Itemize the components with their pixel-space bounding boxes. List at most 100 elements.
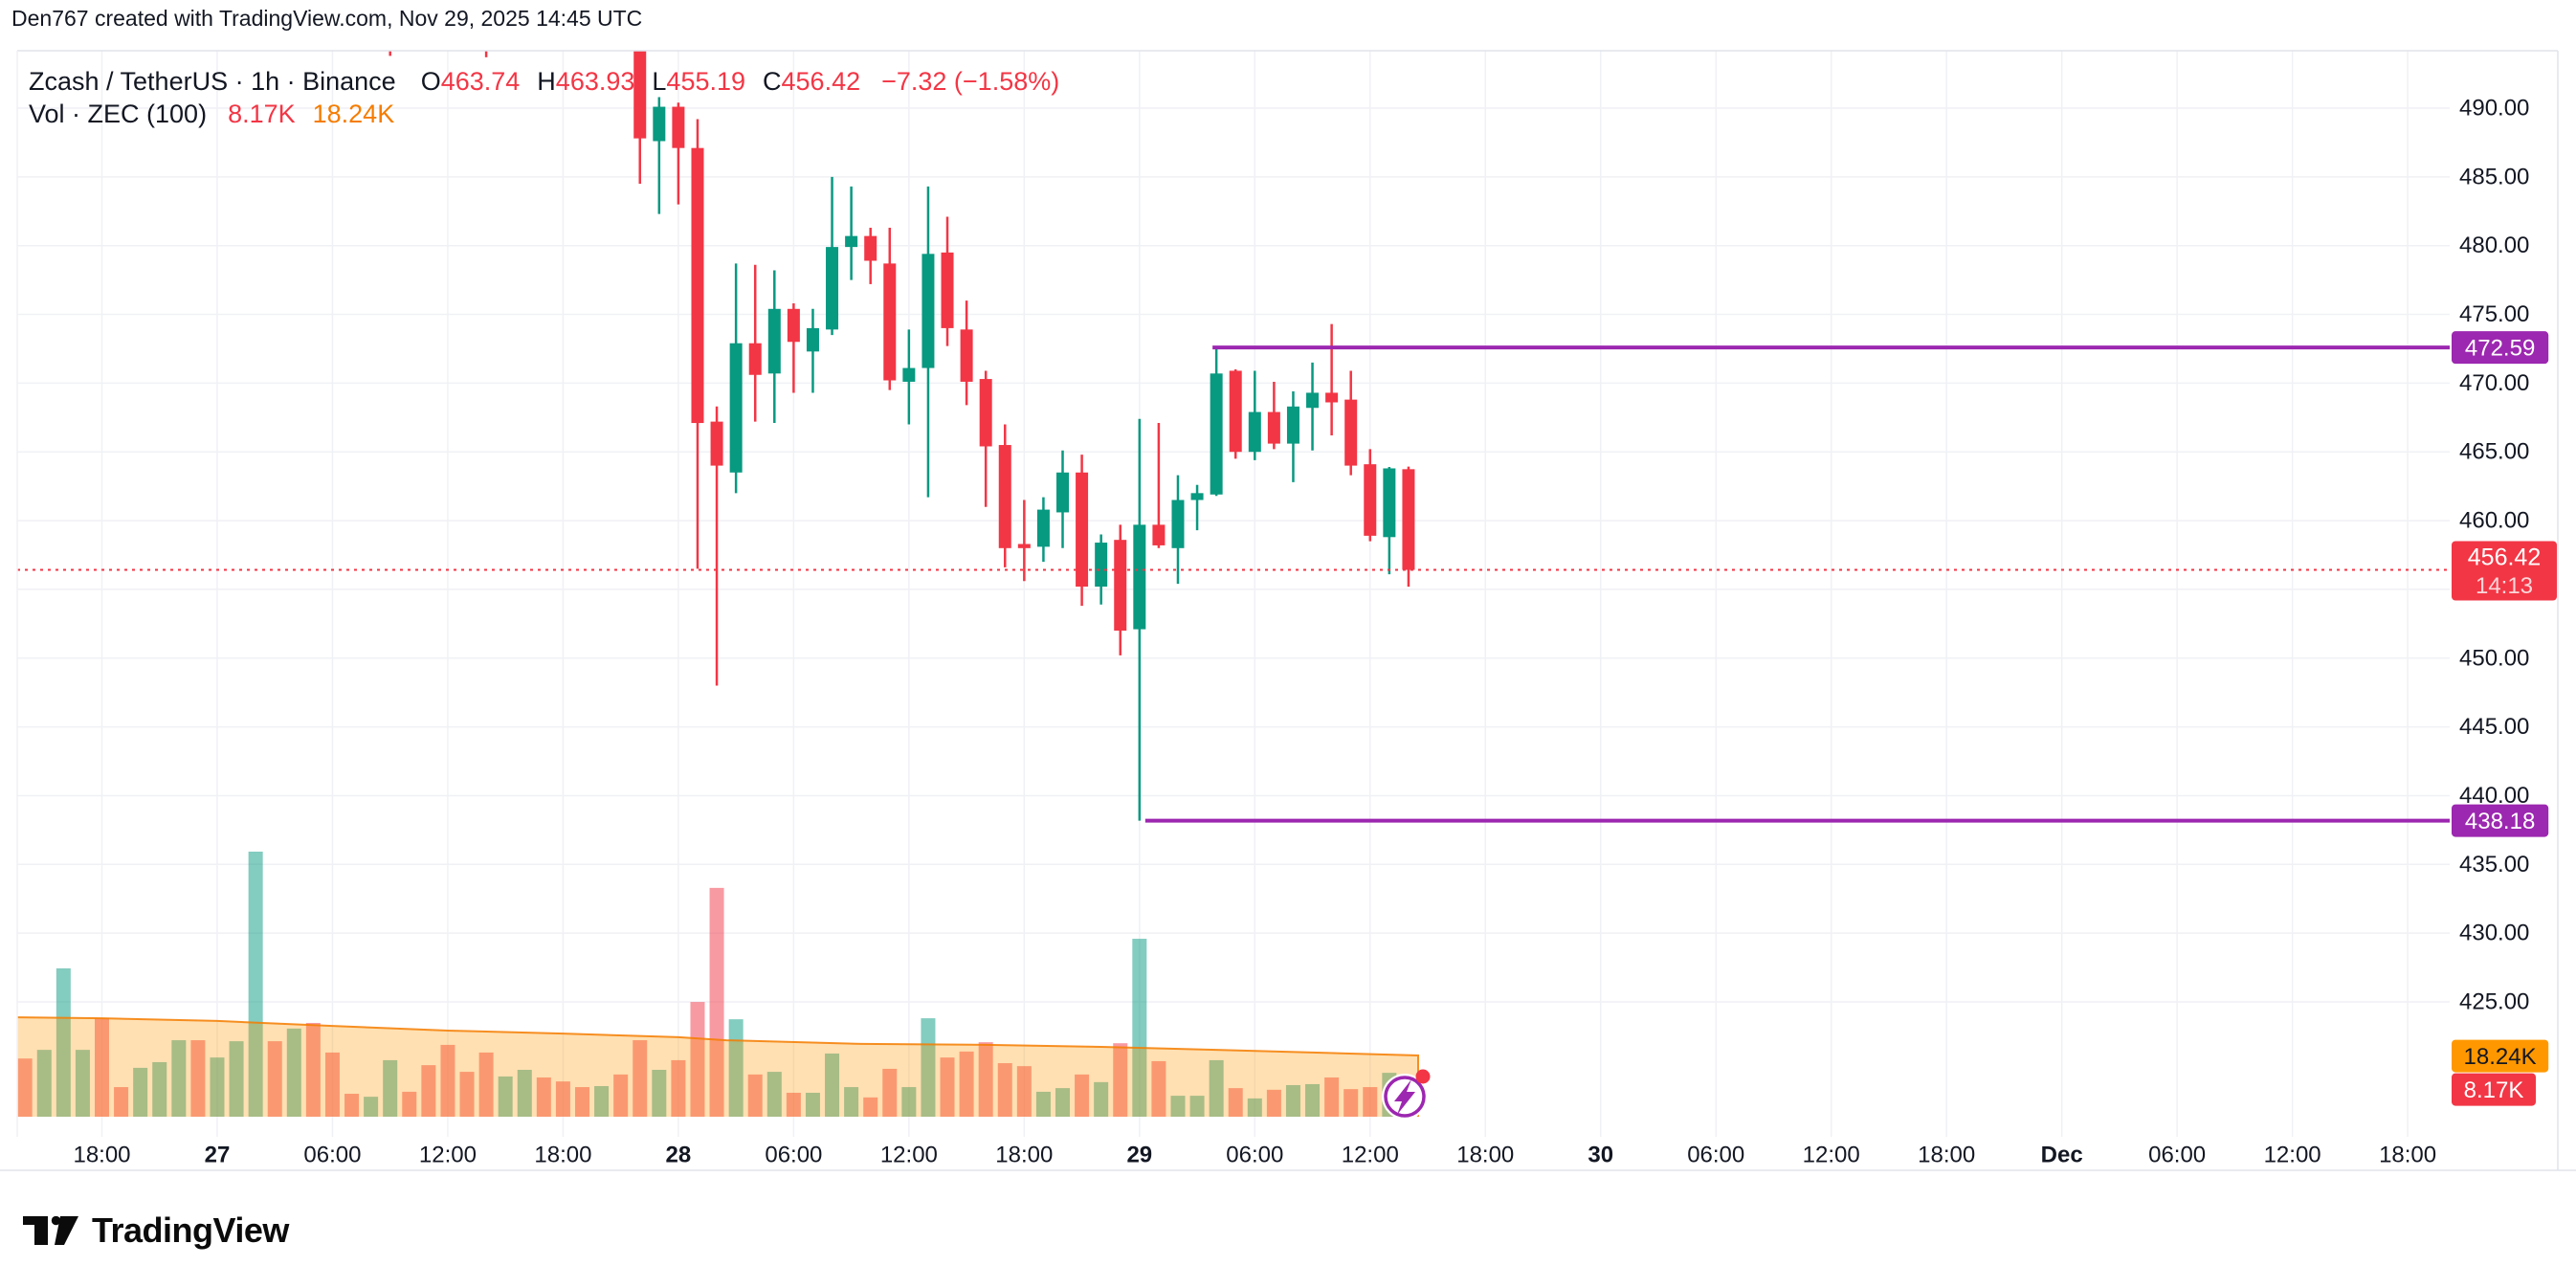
candle-body	[960, 329, 973, 382]
volume-bar	[17, 1058, 33, 1117]
candle-body	[384, 11, 396, 13]
volume-legend-row: Vol · ZEC (100) 8.17K 18.24K	[29, 98, 1059, 130]
time-axis-label: 18:00	[1456, 1143, 1514, 1168]
level-axis-badge-value: 438.18	[2465, 809, 2535, 834]
time-axis-label: 18:00	[1918, 1143, 1975, 1168]
volume-bar	[440, 1044, 455, 1117]
volume-bar	[344, 1094, 360, 1117]
candle-body	[1229, 370, 1242, 453]
volume-ma-area	[17, 1016, 1419, 1117]
flash-events-button[interactable]	[1382, 1069, 1431, 1121]
candle-body	[1114, 540, 1127, 632]
volume-study-title[interactable]: Vol · ZEC (100)	[29, 99, 208, 128]
candle-body	[633, 51, 647, 139]
time-axis-label: 12:00	[419, 1143, 477, 1168]
candle-body	[1190, 493, 1204, 500]
time-axis[interactable]: 18:00 27 06:00 12:00 18:00 28 06:00 12:00 18:00 2…	[73, 1143, 2436, 1168]
brand-wordmark: TradingView	[92, 1210, 289, 1250]
candle-body	[826, 247, 839, 330]
volume-bar	[267, 1041, 282, 1117]
candle-body	[691, 147, 704, 424]
last-price-badge	[2452, 541, 2557, 601]
price-axis-label: 450.00	[2459, 645, 2529, 671]
time-axis-label: 27	[205, 1143, 231, 1168]
candle-body	[1344, 399, 1358, 466]
time-axis-label: 12:00	[1342, 1143, 1399, 1168]
volume-bar	[728, 1019, 744, 1117]
candle-body	[1152, 524, 1166, 545]
volume-bar	[1151, 1060, 1166, 1117]
volume-bar	[652, 1069, 667, 1117]
candle-body	[1133, 524, 1146, 630]
candle-body	[1036, 509, 1050, 547]
volume-bar	[324, 1052, 340, 1117]
volume-bar	[613, 1074, 629, 1117]
time-axis-label: 06:00	[2148, 1143, 2206, 1168]
volume-bar	[210, 1057, 225, 1117]
volume-bar	[747, 1074, 763, 1117]
volume-bar	[555, 1081, 570, 1117]
time-axis-label: 06:00	[1687, 1143, 1744, 1168]
price-axis-label: 430.00	[2459, 921, 2529, 946]
symbol-legend-row: Zcash / TetherUS · 1h · Binance O463.74 …	[29, 65, 1059, 98]
time-axis-label: 18:00	[534, 1143, 591, 1168]
volume-bar	[1228, 1088, 1243, 1117]
volume-bar	[1344, 1089, 1359, 1117]
price-axis-label: 425.00	[2459, 988, 2529, 1014]
candle-body	[748, 343, 762, 375]
vol-axis-badge-value: 8.17K	[2464, 1077, 2524, 1103]
last-price-badge-value: 456.42	[2468, 544, 2541, 571]
volume-bar	[978, 1042, 993, 1117]
volume-bar	[786, 1092, 801, 1117]
price-axis-label: 480.00	[2459, 233, 2529, 258]
volume-bar	[844, 1087, 859, 1117]
legend: Zcash / TetherUS · 1h · Binance O463.74 …	[29, 65, 1059, 130]
candle-body	[1056, 472, 1069, 513]
level-axis-badge-value: 472.59	[2465, 336, 2535, 362]
ohlc-open: O463.74	[420, 66, 521, 96]
time-axis-label: 12:00	[880, 1143, 938, 1168]
volume-bar	[575, 1087, 589, 1117]
volume-bar	[75, 1050, 90, 1117]
vol-axis-badge	[2452, 1073, 2536, 1106]
pane-borders	[0, 50, 2576, 1171]
time-axis-label: 06:00	[303, 1143, 361, 1168]
volume-bar	[1209, 1059, 1224, 1117]
volume-bar	[997, 1063, 1012, 1117]
tradingview-logo[interactable]: TradingView	[23, 1210, 289, 1251]
volume-bar	[171, 1040, 187, 1117]
candle-body	[806, 327, 819, 352]
time-axis-label: 18:00	[73, 1143, 130, 1168]
candle-body	[653, 106, 666, 142]
volume-bar	[36, 1050, 52, 1117]
volume-bar	[633, 1040, 648, 1117]
price-axis[interactable]: 490.00 485.00 480.00 475.00 470.00 465.00 460.…	[2452, 96, 2557, 1106]
page-title: Den767 created with TradingView.com, Nov…	[11, 6, 643, 31]
volume-bar	[671, 1059, 686, 1117]
price-axis-label: 470.00	[2459, 370, 2529, 396]
candle-body	[710, 421, 723, 466]
volume-bar	[709, 887, 724, 1117]
volume-bar	[825, 1053, 840, 1117]
candle-body	[480, 11, 493, 13]
price-axis-label: 490.00	[2459, 96, 2529, 122]
level-ray-lines[interactable]	[1144, 345, 2450, 823]
ohlc-close: C456.42	[763, 66, 861, 96]
volume-bar	[498, 1076, 513, 1117]
volume-bars-layer	[17, 851, 1416, 1117]
volume-bar	[594, 1086, 610, 1117]
volume-ma-fill	[17, 1017, 1419, 1117]
volume-current-value: 8.17K	[228, 99, 296, 128]
volume-bar	[1324, 1077, 1340, 1117]
volume-bar	[286, 1028, 301, 1117]
volume-bar	[1363, 1087, 1378, 1117]
volume-bar	[517, 1069, 532, 1117]
symbol-title[interactable]: Zcash / TetherUS · 1h · Binance	[29, 66, 396, 96]
candle-body	[1095, 543, 1108, 588]
volume-bar	[863, 1097, 878, 1117]
level-axis-badge	[2452, 331, 2549, 365]
candle-body	[1402, 469, 1415, 570]
volume-bar	[805, 1092, 820, 1117]
candle-body	[979, 379, 992, 447]
